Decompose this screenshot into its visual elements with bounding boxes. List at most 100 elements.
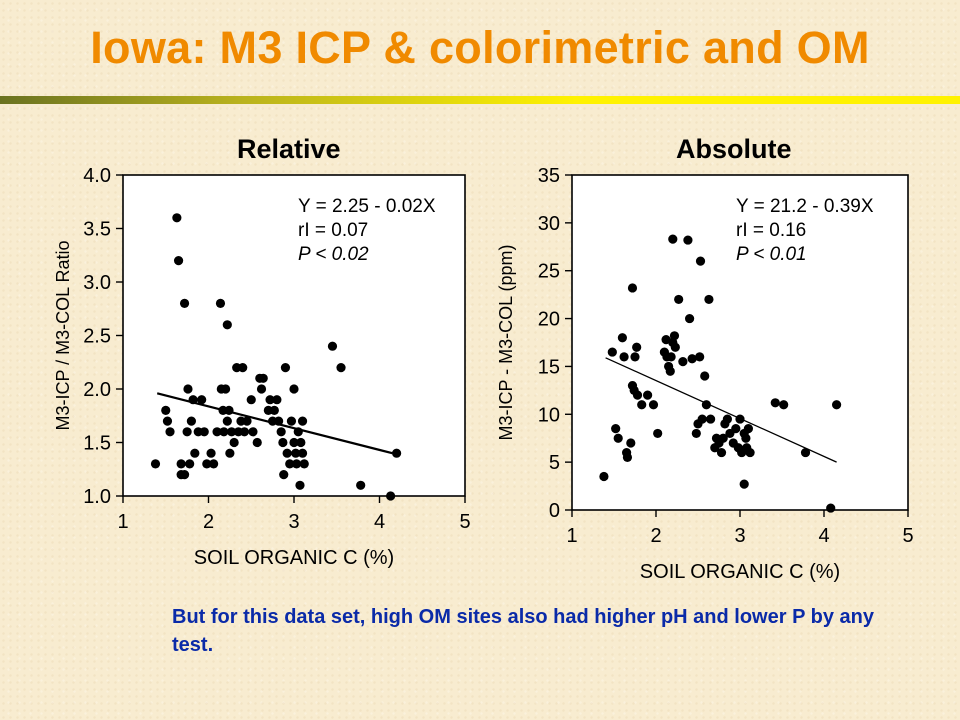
data-point bbox=[697, 414, 707, 424]
data-point bbox=[666, 352, 676, 362]
data-point bbox=[630, 352, 640, 362]
data-point bbox=[800, 447, 811, 458]
data-point bbox=[289, 437, 299, 448]
x-tick-label: 3 bbox=[734, 525, 745, 547]
data-point bbox=[238, 363, 248, 373]
data-point bbox=[197, 395, 207, 405]
data-point bbox=[637, 400, 647, 410]
data-point bbox=[336, 363, 346, 373]
data-point bbox=[356, 480, 366, 490]
data-point bbox=[832, 400, 842, 410]
y-tick-label: 1.0 bbox=[83, 486, 111, 508]
slide-title: Iowa: M3 ICP & colorimetric and OM bbox=[90, 22, 870, 73]
data-point bbox=[297, 448, 308, 458]
data-point bbox=[665, 366, 675, 376]
data-point bbox=[221, 384, 231, 394]
data-point bbox=[246, 395, 256, 405]
data-point bbox=[278, 437, 288, 448]
data-point bbox=[291, 459, 302, 469]
data-point bbox=[222, 320, 232, 330]
absolute-heading: Absolute bbox=[676, 134, 792, 164]
data-point bbox=[648, 400, 659, 410]
data-point bbox=[256, 384, 267, 394]
y-tick-label: 3.5 bbox=[83, 219, 111, 241]
data-point bbox=[265, 395, 275, 405]
data-point bbox=[286, 416, 297, 426]
data-point bbox=[685, 313, 695, 324]
absolute-difference-chart: 1 2 3 4 5 0 5 10 15 20 25 30 35 SOIL ORGANIC C (%) M3-… bbox=[496, 165, 914, 583]
data-point bbox=[683, 235, 693, 245]
regression-annotation-line: P < 0.02 bbox=[298, 244, 369, 265]
data-point bbox=[173, 256, 184, 266]
data-point bbox=[279, 470, 289, 480]
data-point bbox=[186, 416, 196, 426]
x-tick-label: 1 bbox=[117, 511, 128, 533]
data-point bbox=[239, 427, 250, 437]
regression-annotation-line: P < 0.01 bbox=[736, 244, 807, 265]
data-point bbox=[745, 447, 755, 458]
data-point bbox=[293, 427, 303, 437]
x-axis-label: SOIL ORGANIC C (%) bbox=[640, 561, 840, 583]
data-point bbox=[619, 352, 629, 362]
data-point bbox=[386, 491, 396, 501]
data-point bbox=[299, 459, 309, 469]
data-point bbox=[626, 438, 636, 448]
x-tick-label: 1 bbox=[566, 525, 577, 547]
y-tick-label: 35 bbox=[538, 165, 560, 187]
data-point bbox=[607, 347, 617, 357]
data-point bbox=[653, 428, 663, 439]
data-point bbox=[743, 424, 753, 434]
data-point bbox=[627, 283, 638, 293]
data-point bbox=[643, 390, 653, 400]
data-point bbox=[179, 298, 190, 308]
data-point bbox=[706, 414, 716, 424]
data-point bbox=[183, 384, 193, 394]
data-point bbox=[297, 416, 308, 426]
data-point bbox=[701, 400, 711, 410]
data-point bbox=[272, 395, 282, 405]
data-point bbox=[176, 459, 186, 469]
data-point bbox=[632, 390, 643, 400]
relative-heading: Relative bbox=[237, 134, 341, 164]
y-tick-label: 30 bbox=[538, 213, 560, 235]
data-point bbox=[770, 398, 780, 408]
data-point bbox=[209, 459, 219, 469]
data-point bbox=[718, 433, 728, 443]
data-point bbox=[741, 433, 751, 443]
data-point bbox=[182, 427, 192, 437]
y-tick-label: 3.0 bbox=[83, 272, 111, 294]
data-point bbox=[296, 437, 306, 448]
data-point bbox=[668, 234, 678, 244]
x-tick-label: 5 bbox=[902, 525, 913, 547]
data-point bbox=[632, 342, 642, 352]
data-point bbox=[674, 294, 684, 305]
x-tick-label: 5 bbox=[459, 511, 470, 533]
title-underline-bar bbox=[0, 96, 960, 104]
y-tick-label: 20 bbox=[538, 309, 560, 331]
data-point bbox=[704, 294, 714, 305]
data-point bbox=[162, 416, 173, 426]
data-point bbox=[722, 414, 732, 424]
data-point bbox=[224, 405, 234, 415]
data-point bbox=[179, 470, 190, 480]
data-point bbox=[739, 479, 749, 489]
data-point bbox=[172, 213, 182, 223]
x-axis-label: SOIL ORGANIC C (%) bbox=[194, 547, 394, 569]
data-point bbox=[215, 298, 226, 308]
regression-line bbox=[605, 357, 837, 463]
data-point bbox=[622, 452, 633, 462]
data-point bbox=[282, 448, 292, 458]
data-point bbox=[691, 428, 701, 439]
data-point bbox=[161, 405, 171, 415]
data-point bbox=[289, 384, 299, 394]
data-point bbox=[226, 427, 237, 437]
plot-area bbox=[122, 174, 466, 497]
data-point bbox=[611, 424, 621, 434]
data-point bbox=[248, 427, 258, 437]
data-point bbox=[285, 459, 295, 469]
y-tick-label: 2.5 bbox=[83, 326, 111, 348]
regression-annotation-line: Y = 2.25 - 0.02X bbox=[298, 196, 436, 217]
data-point bbox=[258, 373, 268, 383]
y-axis-label: M3-ICP / M3-COL Ratio bbox=[53, 240, 73, 430]
data-point bbox=[190, 448, 200, 458]
